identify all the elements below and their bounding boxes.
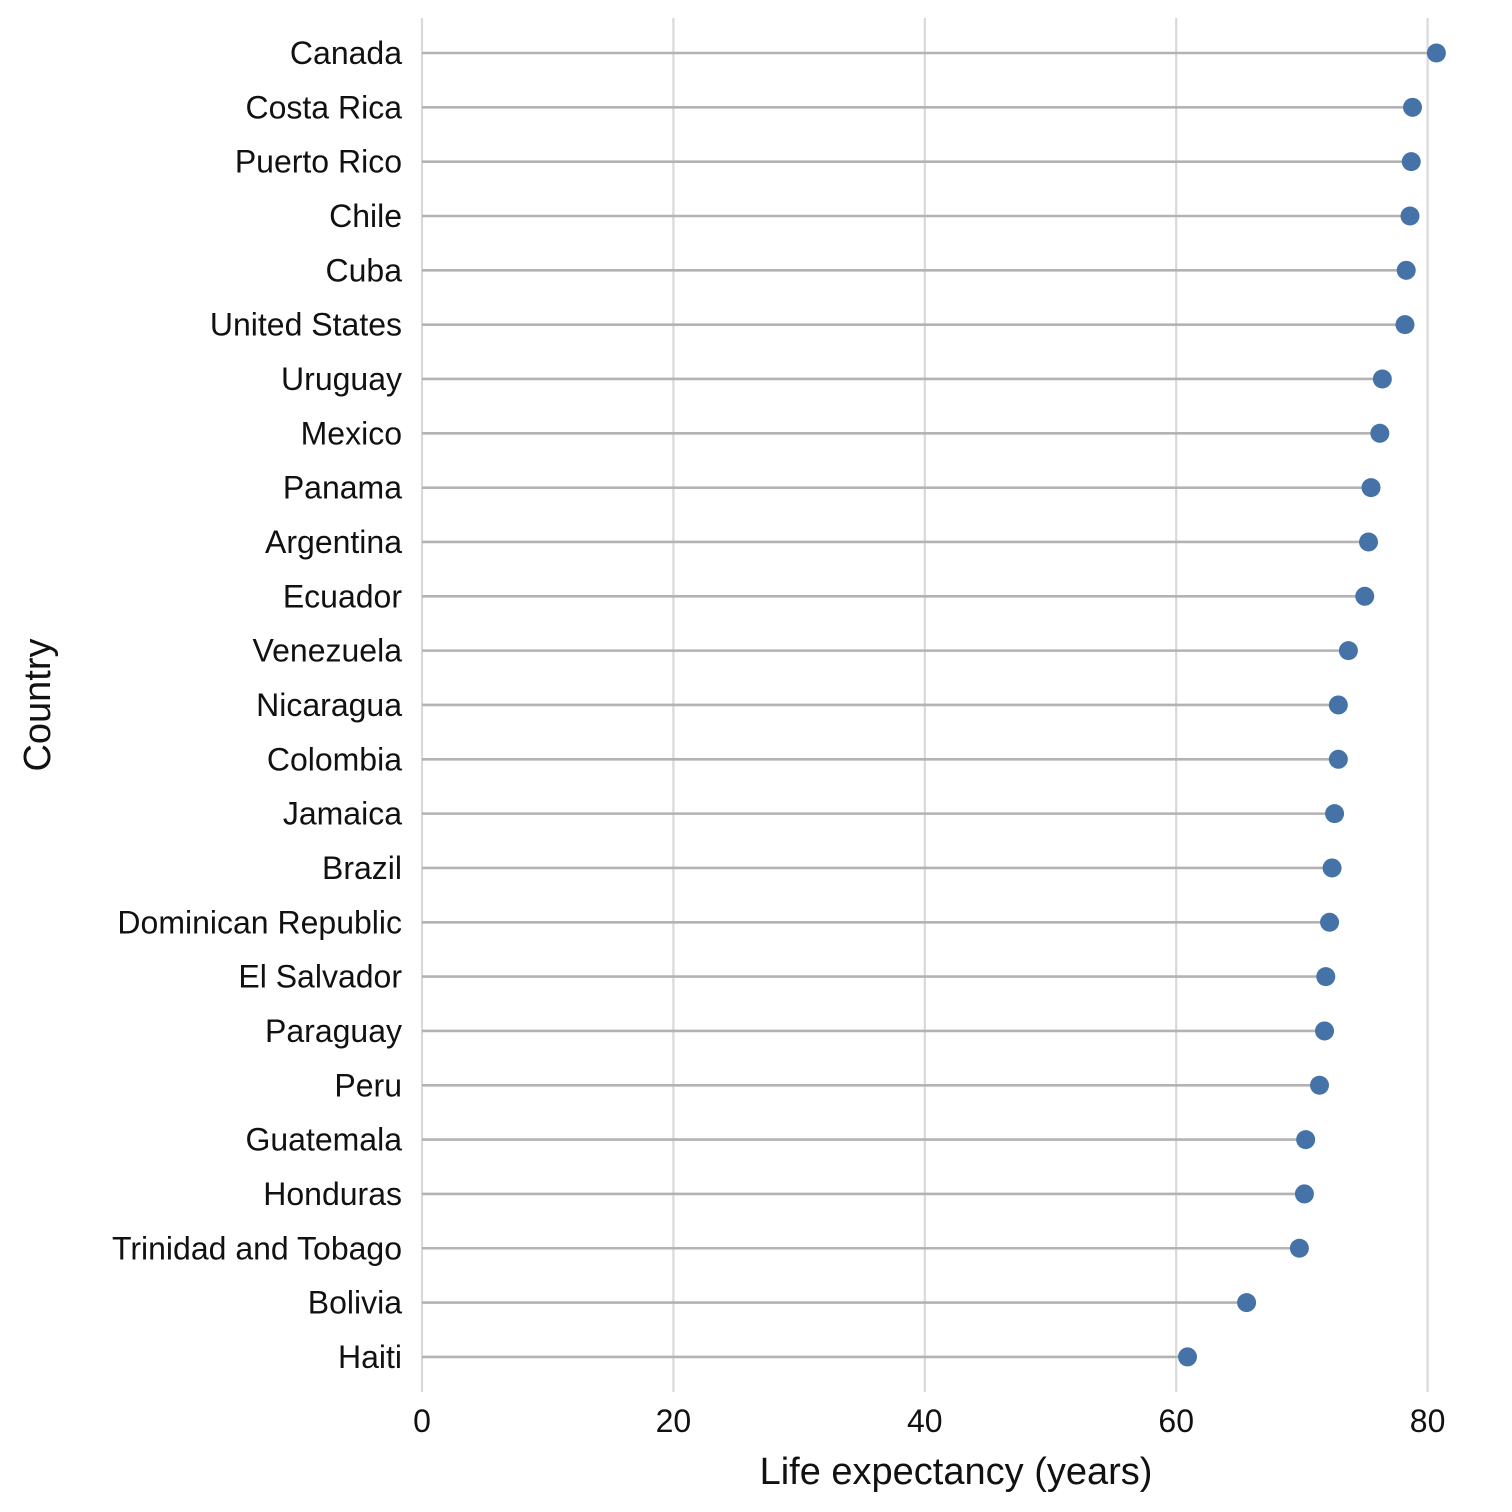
y-tick-label: Paraguay xyxy=(265,1013,402,1049)
y-tick-label: Nicaragua xyxy=(256,687,402,723)
x-tick-label: 80 xyxy=(1410,1403,1446,1439)
data-point xyxy=(1396,260,1416,280)
x-tick-label: 60 xyxy=(1158,1403,1194,1439)
data-point xyxy=(1403,97,1423,117)
data-point xyxy=(1328,695,1348,715)
y-tick-label: Trinidad and Tobago xyxy=(112,1230,402,1266)
data-point xyxy=(1400,206,1420,226)
y-tick-label: Venezuela xyxy=(253,633,403,669)
y-tick-label: Panama xyxy=(283,470,402,506)
x-tick-labels: 0 20 40 60 80 xyxy=(413,1403,1445,1439)
y-tick-label: Brazil xyxy=(322,850,402,886)
y-tick-label: Peru xyxy=(334,1067,402,1103)
x-tick-label: 20 xyxy=(656,1403,692,1439)
y-tick-label: Argentina xyxy=(265,524,402,560)
x-tick-label: 40 xyxy=(907,1403,943,1439)
data-point xyxy=(1361,478,1381,498)
y-tick-label: Guatemala xyxy=(245,1122,402,1158)
data-point xyxy=(1322,858,1342,878)
data-point xyxy=(1372,369,1392,389)
y-tick-label: Canada xyxy=(290,35,402,71)
data-point xyxy=(1237,1293,1257,1313)
data-point xyxy=(1325,804,1345,824)
data-point xyxy=(1178,1347,1198,1367)
y-tick-label: Colombia xyxy=(267,741,402,777)
x-tick-label: 0 xyxy=(413,1403,431,1439)
lollipop-stems xyxy=(422,51,1437,1359)
y-tick-label: Costa Rica xyxy=(246,89,403,125)
data-point xyxy=(1370,423,1390,443)
y-tick-label: Ecuador xyxy=(283,578,403,614)
y-axis-title: Country xyxy=(17,638,59,771)
data-point xyxy=(1309,1075,1329,1095)
y-tick-label: United States xyxy=(210,307,402,343)
data-points xyxy=(1178,43,1446,1367)
y-tick-label: Haiti xyxy=(338,1339,402,1375)
y-tick-label: Puerto Rico xyxy=(235,144,402,180)
data-point xyxy=(1401,152,1421,172)
y-tick-label: Bolivia xyxy=(308,1285,402,1321)
y-tick-label: Dominican Republic xyxy=(117,904,402,940)
y-tick-label: Jamaica xyxy=(283,796,402,832)
y-tick-label: Mexico xyxy=(301,415,402,451)
y-tick-label: Cuba xyxy=(326,252,403,288)
data-point xyxy=(1395,315,1415,335)
y-tick-label: El Salvador xyxy=(238,959,402,995)
data-point xyxy=(1296,1130,1316,1150)
data-point xyxy=(1315,1021,1335,1041)
data-point xyxy=(1316,967,1336,987)
data-point xyxy=(1338,641,1358,661)
data-point xyxy=(1320,912,1340,932)
data-point xyxy=(1328,749,1348,769)
y-tick-label: Uruguay xyxy=(281,361,402,397)
y-tick-labels: Canada Costa Rica Puerto Rico Chile Cuba Unit… xyxy=(112,35,402,1375)
x-axis-title: Life expectancy (years) xyxy=(760,1451,1153,1493)
y-tick-label: Chile xyxy=(329,198,402,234)
y-tick-label: Honduras xyxy=(263,1176,402,1212)
data-point xyxy=(1289,1238,1309,1258)
data-point xyxy=(1359,532,1379,552)
data-point xyxy=(1355,586,1375,606)
data-point xyxy=(1294,1184,1314,1204)
data-point xyxy=(1426,43,1446,63)
